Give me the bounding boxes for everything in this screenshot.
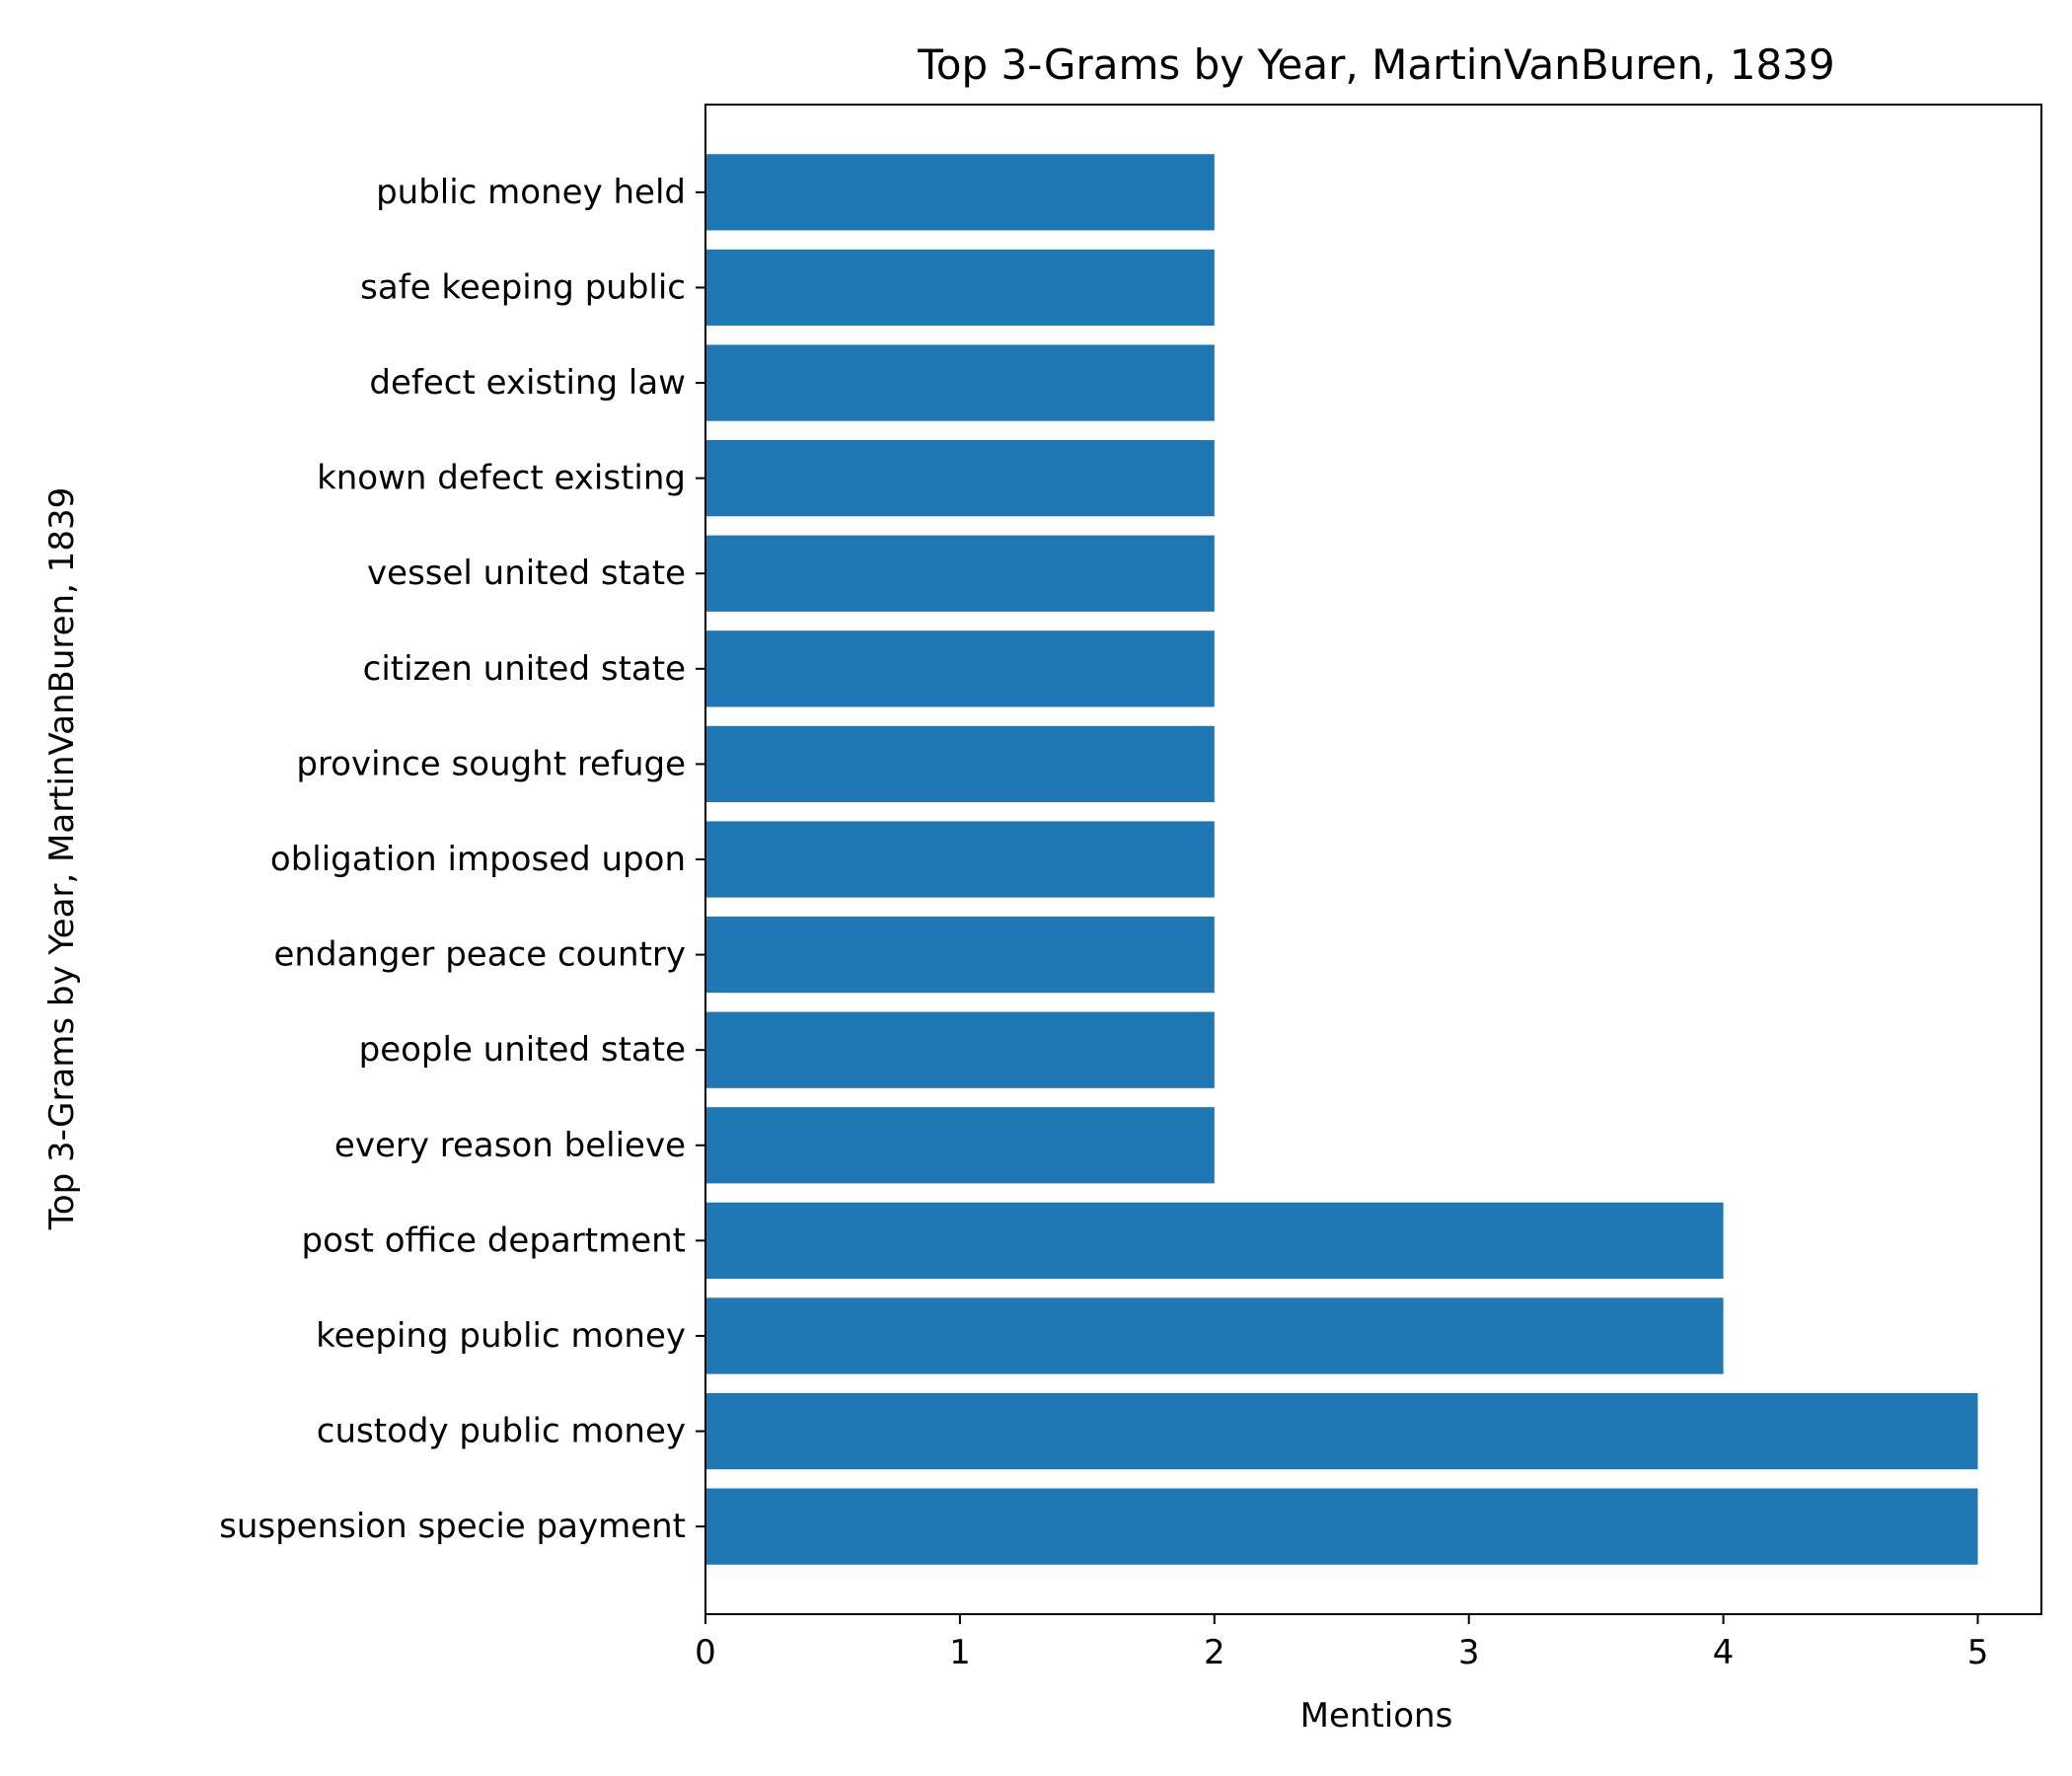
y-tick-label: custody public money — [317, 1412, 686, 1451]
bar — [705, 249, 1215, 327]
bar — [705, 821, 1215, 898]
y-tick-label: defect existing law — [369, 363, 686, 403]
x-tick-label: 5 — [1967, 1633, 1989, 1672]
bar — [705, 1202, 1724, 1279]
bar — [705, 154, 1215, 231]
bar — [705, 630, 1215, 707]
x-ticks-group: 0 1 2 3 4 5 — [695, 1614, 1988, 1672]
plot-area-frame — [704, 104, 2042, 1615]
y-tick-label: people united state — [359, 1030, 686, 1070]
y-tick-label: vessel united state — [367, 554, 686, 593]
y-tick-label: citizen united state — [363, 649, 686, 689]
x-tick-label: 3 — [1458, 1633, 1480, 1672]
bars-group — [705, 154, 1978, 1565]
bar — [705, 1297, 1724, 1374]
bar — [705, 1107, 1215, 1184]
x-tick-label: 0 — [695, 1633, 716, 1672]
x-tick-label: 2 — [1204, 1633, 1225, 1672]
y-tick-label: keeping public money — [316, 1316, 686, 1356]
bar — [705, 725, 1215, 803]
y-tick-label: post office department — [302, 1221, 686, 1260]
y-tick-label: suspension specie payment — [219, 1507, 686, 1546]
y-tick-label: every reason believe — [334, 1126, 686, 1165]
bar — [705, 440, 1215, 517]
bar — [705, 344, 1215, 421]
y-tick-label: safe keeping public — [360, 267, 686, 307]
bar — [705, 1011, 1215, 1088]
bar — [705, 916, 1215, 994]
y-tick-label: province sought refuge — [296, 744, 686, 783]
x-tick-label: 1 — [949, 1633, 971, 1672]
x-tick-label: 4 — [1713, 1633, 1735, 1672]
chart-title: Top 3-Grams by Year, MartinVanBuren, 183… — [917, 40, 1834, 89]
y-tick-label: public money held — [376, 173, 686, 212]
bar — [705, 1488, 1978, 1565]
bar — [705, 535, 1215, 612]
y-tick-labels: suspension specie payment custody public … — [219, 173, 705, 1546]
y-tick-label: obligation imposed upon — [270, 840, 686, 879]
y-axis-label: Top 3-Grams by Year, MartinVanBuren, 183… — [42, 487, 82, 1230]
bar — [705, 1392, 1978, 1470]
x-axis-label: Mentions — [1300, 1696, 1453, 1736]
y-tick-label: known defect existing — [317, 459, 686, 498]
y-tick-label: endanger peace country — [274, 935, 687, 975]
